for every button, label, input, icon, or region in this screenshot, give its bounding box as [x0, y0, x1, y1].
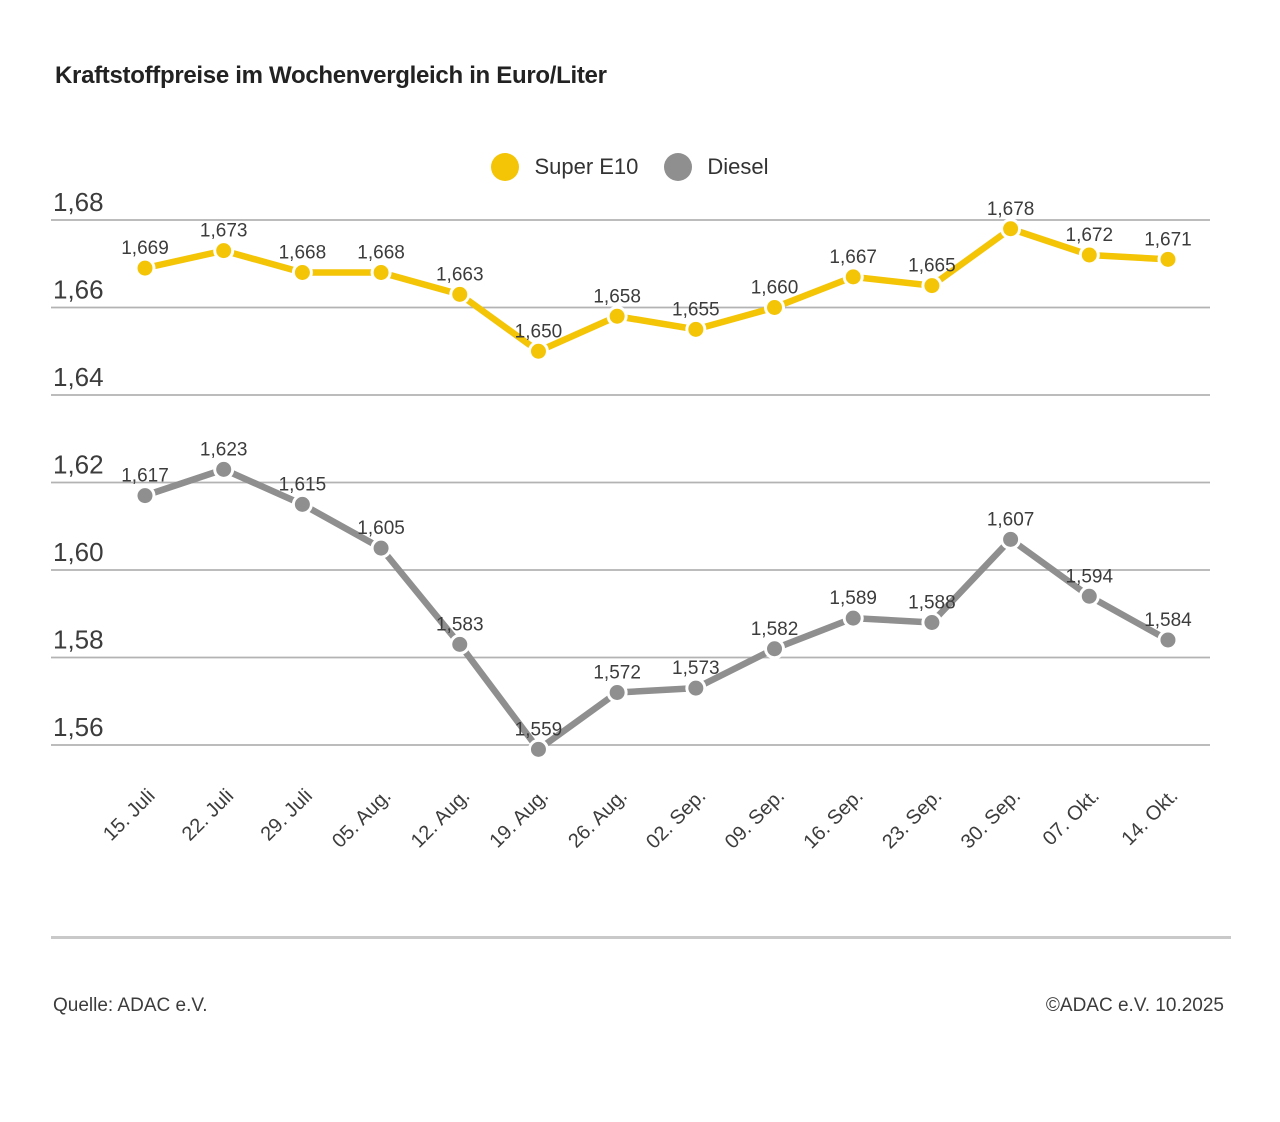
- x-axis-tick-label: 15. Juli: [99, 785, 159, 845]
- data-point-marker: [216, 243, 232, 259]
- data-point-label: 1,605: [357, 518, 405, 539]
- legend-label-super-e10: Super E10: [534, 154, 639, 179]
- x-axis-tick-label: 29. Juli: [257, 785, 317, 845]
- x-axis-tick-label: 16. Sep.: [799, 785, 867, 853]
- data-point-marker: [294, 265, 310, 280]
- data-point-label: 1,623: [200, 439, 248, 460]
- x-axis-tick-label: 09. Sep.: [721, 785, 789, 853]
- data-point-marker: [767, 300, 783, 315]
- data-point-label: 1,672: [1066, 225, 1114, 246]
- data-point-label: 1,669: [121, 238, 169, 259]
- footer-source: Quelle: ADAC e.V.: [53, 995, 208, 1016]
- data-point-marker: [530, 741, 546, 757]
- legend-item-diesel: Diesel: [664, 153, 769, 181]
- data-point-marker: [609, 308, 625, 324]
- y-axis-tick-label: 1,64: [53, 362, 104, 392]
- x-axis-tick-label: 07. Okt.: [1039, 785, 1104, 850]
- data-point-label: 1,572: [593, 663, 641, 684]
- data-point-marker: [688, 680, 704, 696]
- x-axis-tick-label: 05. Aug.: [328, 785, 395, 852]
- data-point-label: 1,678: [987, 199, 1035, 220]
- footer: Quelle: ADAC e.V. ©ADAC e.V. 10.2025: [53, 995, 1224, 1017]
- x-axis-tick-label: 12. Aug.: [407, 785, 474, 852]
- data-point-label: 1,589: [829, 588, 877, 609]
- line-chart: 1,68 1,66 1,64 1,62 1,60 1,58 1,56 15. Juli 22. …: [51, 187, 1210, 853]
- data-point-marker: [845, 269, 861, 285]
- legend-dot-super-e10-icon: [491, 153, 520, 181]
- data-point-label: 1,667: [829, 247, 877, 268]
- data-point-label: 1,583: [436, 614, 484, 635]
- x-axis-tick-label: 19. Aug.: [486, 785, 553, 852]
- y-axis-tick-label: 1,56: [53, 712, 104, 742]
- data-point-marker: [530, 343, 546, 359]
- data-point-label: 1,658: [593, 286, 641, 307]
- x-axis-tick-label: 02. Sep.: [642, 785, 710, 853]
- legend-dot-diesel-icon: [664, 153, 693, 181]
- data-point-marker: [924, 615, 940, 630]
- data-point-label: 1,655: [672, 299, 720, 320]
- data-point-marker: [137, 260, 153, 276]
- data-point-label: 1,617: [121, 466, 169, 487]
- footer-divider: [51, 936, 1231, 939]
- data-point-label: 1,559: [515, 719, 563, 740]
- data-point-marker: [373, 265, 389, 280]
- data-point-label: 1,660: [751, 278, 799, 299]
- data-point-label: 1,665: [908, 256, 956, 277]
- data-point-label: 1,673: [200, 221, 248, 242]
- data-point-label: 1,668: [279, 243, 327, 264]
- series-line-super-e10: [144, 225, 1169, 355]
- data-point-marker: [137, 488, 153, 504]
- data-point-marker: [924, 278, 940, 294]
- data-point-label: 1,650: [515, 321, 563, 342]
- x-axis-tick-label: 26. Aug.: [564, 785, 631, 852]
- data-point-marker: [294, 496, 310, 512]
- series-line-diesel: [143, 466, 1170, 753]
- data-point-marker: [1003, 221, 1019, 237]
- data-point-marker: [216, 461, 232, 477]
- data-point-marker: [767, 641, 783, 657]
- y-axis-tick-label: 1,58: [53, 625, 104, 655]
- data-point-marker: [1081, 247, 1097, 263]
- chart-legend: Super E10 Diesel: [0, 153, 1260, 181]
- x-axis-tick-label: 14. Okt.: [1117, 785, 1182, 850]
- data-point-marker: [1003, 531, 1019, 547]
- data-point-label: 1,615: [279, 474, 327, 495]
- data-point-label: 1,671: [1144, 229, 1192, 250]
- data-point-label: 1,588: [908, 593, 956, 614]
- y-axis-tick-label: 1,66: [53, 275, 104, 305]
- footer-copyright: ©ADAC e.V. 10.2025: [1045, 995, 1224, 1016]
- y-axis-tick-label: 1,60: [53, 537, 104, 567]
- data-point-marker: [688, 321, 704, 337]
- data-point-marker: [1160, 632, 1176, 648]
- x-axis-tick-label: 30. Sep.: [957, 785, 1025, 853]
- x-axis-tick-label: 23. Sep.: [878, 785, 946, 853]
- data-point-label: 1,607: [987, 509, 1035, 530]
- legend-label-diesel: Diesel: [707, 154, 769, 179]
- data-point-marker: [609, 685, 625, 700]
- data-point-marker: [1160, 251, 1176, 267]
- data-point-marker: [452, 636, 468, 652]
- y-axis-tick-label: 1,62: [53, 450, 104, 480]
- data-point-marker: [452, 286, 468, 302]
- x-axis-tick-label: 22. Juli: [178, 785, 238, 845]
- legend-item-super-e10: Super E10: [491, 153, 638, 181]
- data-point-label: 1,668: [357, 243, 405, 264]
- y-axis-tick-label: 1,68: [53, 187, 104, 217]
- chart-title: Kraftstoffpreise im Wochenvergleich in E…: [55, 62, 607, 89]
- data-point-label: 1,573: [672, 658, 720, 679]
- data-point-label: 1,663: [436, 264, 484, 285]
- data-point-label: 1,582: [751, 619, 799, 640]
- data-point-marker: [373, 540, 389, 556]
- data-point-label: 1,584: [1144, 610, 1192, 631]
- data-point-label: 1,594: [1066, 566, 1114, 587]
- data-point-marker: [1081, 588, 1097, 604]
- data-point-marker: [845, 610, 861, 626]
